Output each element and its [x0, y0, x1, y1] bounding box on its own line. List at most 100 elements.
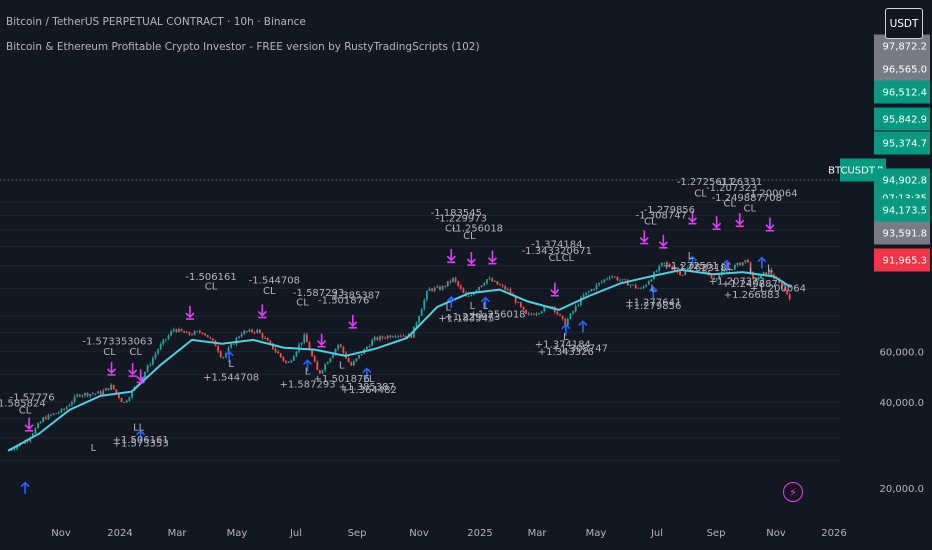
signal-label: +1.364482: [341, 385, 397, 396]
candle-body: [131, 390, 133, 398]
candle-body: [334, 348, 337, 355]
signal-annotations: -1.57776-1.585824CL-1.573353063CLCL-1.50…: [0, 177, 806, 454]
candle-body: [629, 284, 632, 286]
candle-body: [600, 281, 603, 283]
candle-body: [277, 351, 280, 354]
candle-body: [240, 334, 243, 337]
candle-body: [624, 279, 627, 281]
x-tick-label: Nov: [766, 528, 786, 539]
exit-arrow-head-icon: [639, 236, 649, 243]
candle-body: [663, 262, 666, 264]
candle-body: [642, 286, 645, 289]
candle-body: [410, 334, 413, 338]
candle-body: [569, 313, 572, 320]
candle-body: [60, 408, 63, 413]
signal-label: CL: [644, 216, 657, 227]
candle-body: [713, 277, 715, 280]
candle-body: [509, 289, 512, 294]
signal-label: CL: [103, 347, 116, 358]
candle-body: [157, 349, 159, 354]
indicator-legend[interactable]: Bitcoin & Ethereum Profitable Crypto Inv…: [6, 41, 480, 53]
candle-body: [120, 397, 123, 403]
candle-body: [577, 304, 580, 307]
signal-label: -1.544708: [249, 275, 300, 286]
flash-icon[interactable]: ⚡: [783, 482, 803, 502]
candle-body: [251, 329, 253, 333]
candle-body: [619, 280, 621, 281]
candle-body: [118, 393, 120, 398]
signal-label: -1.183545: [431, 208, 482, 219]
candle-body: [491, 278, 494, 282]
candle-body: [741, 262, 744, 266]
signal-label: -1.308747: [636, 211, 687, 222]
price-tag-text: 95,374.7: [882, 139, 927, 150]
candle-body: [757, 277, 760, 280]
entry-arrow-head-icon: [20, 481, 30, 488]
candle-body: [613, 276, 616, 278]
candle-body: [358, 355, 360, 359]
candle-body: [154, 353, 157, 359]
x-tick-label: Jul: [289, 528, 302, 539]
candle-body: [457, 281, 460, 286]
candle-body: [191, 334, 193, 336]
signal-label: -1.57776: [10, 392, 55, 403]
candle-body: [55, 413, 58, 415]
entry-arrow-head-icon: [302, 359, 313, 365]
candle-body: [11, 449, 13, 451]
candle-body: [165, 339, 167, 340]
currency-button[interactable]: USDT: [885, 8, 923, 39]
candle-body: [91, 393, 94, 395]
price-tag-text: 94,902.8: [882, 176, 927, 187]
candle-body: [209, 337, 212, 339]
candle-body: [368, 345, 371, 347]
signal-label: L: [688, 251, 694, 262]
candle-body: [371, 339, 373, 346]
candle-body: [347, 358, 350, 363]
candle-body: [426, 291, 428, 300]
entry-arrow-head-icon: [757, 256, 767, 263]
signal-markers: [20, 210, 775, 494]
signal-label: CL: [445, 224, 458, 235]
candle-body: [530, 313, 533, 315]
candlestick-series: [8, 258, 791, 452]
time-axis[interactable]: Nov 2024 Mar May Jul Sep Nov 2025 Mar May Jul Sep No…: [51, 528, 846, 539]
candle-body: [337, 344, 340, 349]
candle-body: [50, 414, 52, 416]
candle-body: [167, 335, 170, 340]
candle-body: [666, 262, 668, 265]
candle-body: [324, 364, 327, 371]
candle-body: [585, 292, 588, 295]
candle-body: [47, 414, 50, 420]
candle-body: [697, 263, 700, 265]
candle-body: [384, 337, 387, 339]
candle-body: [144, 372, 146, 378]
candle-body: [172, 329, 175, 332]
entry-arrow-head-icon: [480, 296, 491, 303]
candle-body: [762, 272, 765, 275]
candle-body: [626, 280, 629, 286]
candle-body: [34, 428, 37, 434]
candle-body: [178, 328, 180, 332]
candle-body: [538, 313, 541, 314]
candle-body: [318, 369, 321, 374]
signal-label: -1.249887708: [712, 193, 782, 204]
price-axis[interactable]: 20,000.0 40,000.0 60,000.0: [879, 348, 924, 495]
signal-label: CL: [205, 282, 218, 293]
signal-label: CL: [723, 198, 736, 209]
candle-body: [739, 262, 742, 266]
candle-body: [668, 264, 671, 268]
candle-body: [637, 287, 640, 289]
price-tags: 97,872.2 96,565.0 96,512.4 95,842.9 95,374.7…: [828, 34, 930, 272]
price-tag-text: 95,842.9: [882, 115, 927, 126]
price-tag-box: [874, 168, 930, 192]
signal-label: -1.506161: [185, 272, 236, 283]
candle-body: [198, 331, 201, 333]
candle-body: [232, 344, 235, 345]
candle-body: [394, 336, 397, 338]
candle-body: [342, 346, 345, 353]
candle-body: [561, 315, 564, 319]
candle-body: [316, 361, 319, 370]
candle-body: [504, 286, 507, 290]
signal-label: -1.501876: [318, 295, 369, 306]
